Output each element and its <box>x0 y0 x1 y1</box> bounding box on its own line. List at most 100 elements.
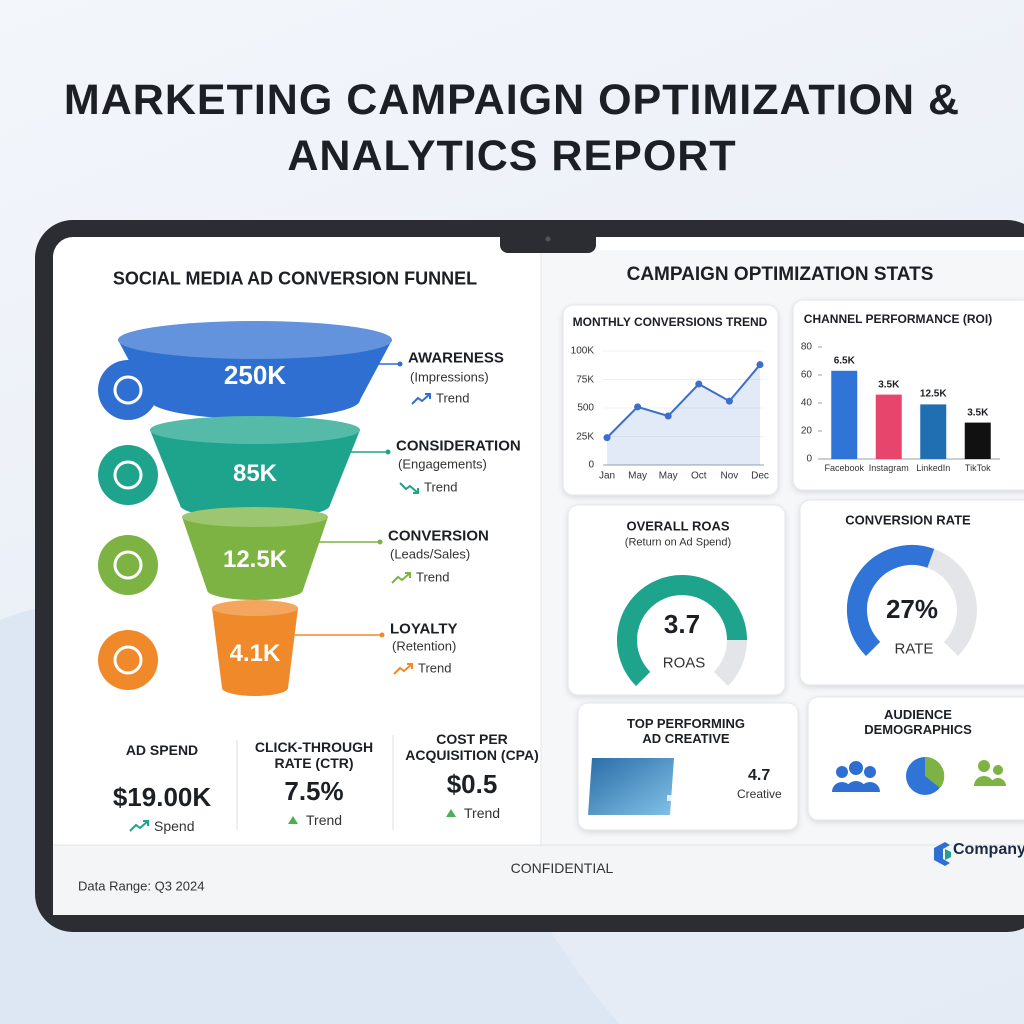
x-tick-label: Instagram <box>868 462 909 473</box>
creative-value: 4.7 <box>748 766 771 784</box>
x-tick-label: Dec <box>751 470 769 482</box>
funnel-stage-top <box>212 600 298 616</box>
date-range: Data Range: Q3 2024 <box>78 878 205 894</box>
line-point <box>725 397 733 405</box>
bar <box>964 422 991 459</box>
x-tick-label: May <box>658 470 678 482</box>
people-icon <box>832 761 880 792</box>
camera <box>545 236 551 242</box>
bar-annotation: 3.5K <box>878 378 900 390</box>
chart-title: CHANNEL PERFORMANCE (ROI) <box>803 312 993 327</box>
funnel-title: SOCIAL MEDIA AD CONVERSION FUNNEL <box>112 268 478 289</box>
y-tick-label: 500 <box>577 402 594 414</box>
funnel-stage-top <box>150 416 360 444</box>
stage-detail: (Engagements) <box>398 456 487 472</box>
kpi-value: $0.5 <box>446 769 498 800</box>
stage-name: CONVERSION <box>388 527 489 545</box>
gauge-arc <box>846 544 935 656</box>
line-point <box>634 403 642 411</box>
y-tick-label: 20 <box>800 425 812 437</box>
card-title: CONVERSION RATE <box>845 512 971 528</box>
funnel-stage-top <box>118 321 392 359</box>
x-tick-label: May <box>628 470 648 482</box>
brand-name: Company <box>953 840 1024 858</box>
y-tick-label: 60 <box>800 369 812 381</box>
kpi-label: CLICK-THROUGH RATE (CTR) <box>254 738 374 771</box>
kpi-label: COST PER ACQUISITION (CPA) <box>405 730 539 763</box>
funnel-value: 4.1K <box>229 640 281 668</box>
y-tick-label: 75K <box>576 373 594 385</box>
gauge-value: 3.7 <box>663 609 701 640</box>
x-tick-label: LinkedIn <box>916 462 951 473</box>
y-tick-label: 0 <box>588 459 594 471</box>
connector-dot <box>377 539 383 545</box>
report-title: MARKETING CAMPAIGN OPTIMIZATION & ANALYT… <box>63 76 961 180</box>
card-title: AUDIENCE DEMOGRAPHICS <box>864 707 972 737</box>
x-tick-label: Oct <box>691 470 707 482</box>
funnel-value: 12.5K <box>222 545 288 573</box>
y-tick-label: 40 <box>800 397 812 409</box>
funnel-stage-highlight <box>150 416 360 444</box>
funnel-stage-highlight <box>212 600 298 616</box>
stage-icon <box>98 445 158 505</box>
line-point <box>664 412 672 420</box>
confidential-label: CONFIDENTIAL <box>510 859 614 876</box>
brand-logo <box>934 842 950 866</box>
trend-arrow <box>391 572 411 584</box>
funnel-stage <box>182 517 328 600</box>
trend-arrow <box>399 482 419 494</box>
card-title: TOP PERFORMING AD CREATIVE <box>627 716 745 746</box>
trend-label: Trend <box>416 569 450 585</box>
connector-dot <box>385 449 391 455</box>
trend-arrow <box>129 820 149 832</box>
line-point <box>756 361 764 369</box>
people-icon <box>974 760 1006 786</box>
card-subtitle: (Return on Ad Spend) <box>624 536 732 549</box>
bar <box>875 394 902 459</box>
funnel-stage <box>118 340 392 419</box>
card <box>562 304 779 496</box>
bar-annotation: 6.5K <box>833 355 855 367</box>
kpi-trend: Spend <box>154 817 195 834</box>
line-point <box>603 434 611 442</box>
bar <box>831 370 858 459</box>
stage-icon <box>98 360 158 420</box>
line-point <box>695 380 703 388</box>
kpi-value: $19.00K <box>112 782 212 813</box>
kpi-label: AD SPEND <box>125 741 199 758</box>
stage-icon <box>98 535 158 595</box>
chart-title: MONTHLY CONVERSIONS TREND <box>572 315 768 330</box>
funnel-stage-highlight <box>182 507 328 527</box>
trend-arrow <box>446 809 456 817</box>
camera-notch <box>500 237 596 253</box>
funnel-stage-top <box>182 507 328 527</box>
trend-arrow <box>411 393 431 405</box>
x-tick-label: Facebook <box>824 462 865 473</box>
kpi-value: 7.5% <box>284 776 344 807</box>
stats-title: CAMPAIGN OPTIMIZATION STATS <box>626 264 934 286</box>
y-tick-label: 80 <box>800 341 812 353</box>
stage-icon-glyph <box>113 550 143 580</box>
trend-arrow <box>288 816 298 824</box>
connector-dot <box>397 361 403 367</box>
trend-label: Trend <box>424 479 458 495</box>
gauge-value: 27% <box>885 594 939 625</box>
x-tick-label: Nov <box>720 470 739 482</box>
stage-detail: (Impressions) <box>410 369 489 385</box>
stage-icon-glyph <box>113 645 143 675</box>
stage-icon-glyph <box>113 460 143 490</box>
funnel-stage <box>212 608 298 696</box>
line-area <box>607 364 760 465</box>
trend-arrow <box>393 663 413 675</box>
funnel-stage <box>150 430 360 519</box>
bar-annotation: 12.5K <box>919 388 947 400</box>
card-title: OVERALL ROAS <box>626 518 730 534</box>
funnel-value: 85K <box>232 459 278 487</box>
y-tick-label: 25K <box>576 430 594 442</box>
stage-icon <box>98 630 158 690</box>
gauge-arc <box>617 575 747 686</box>
stage-name: AWARENESS <box>408 349 504 367</box>
stage-detail: (Leads/Sales) <box>390 546 471 562</box>
